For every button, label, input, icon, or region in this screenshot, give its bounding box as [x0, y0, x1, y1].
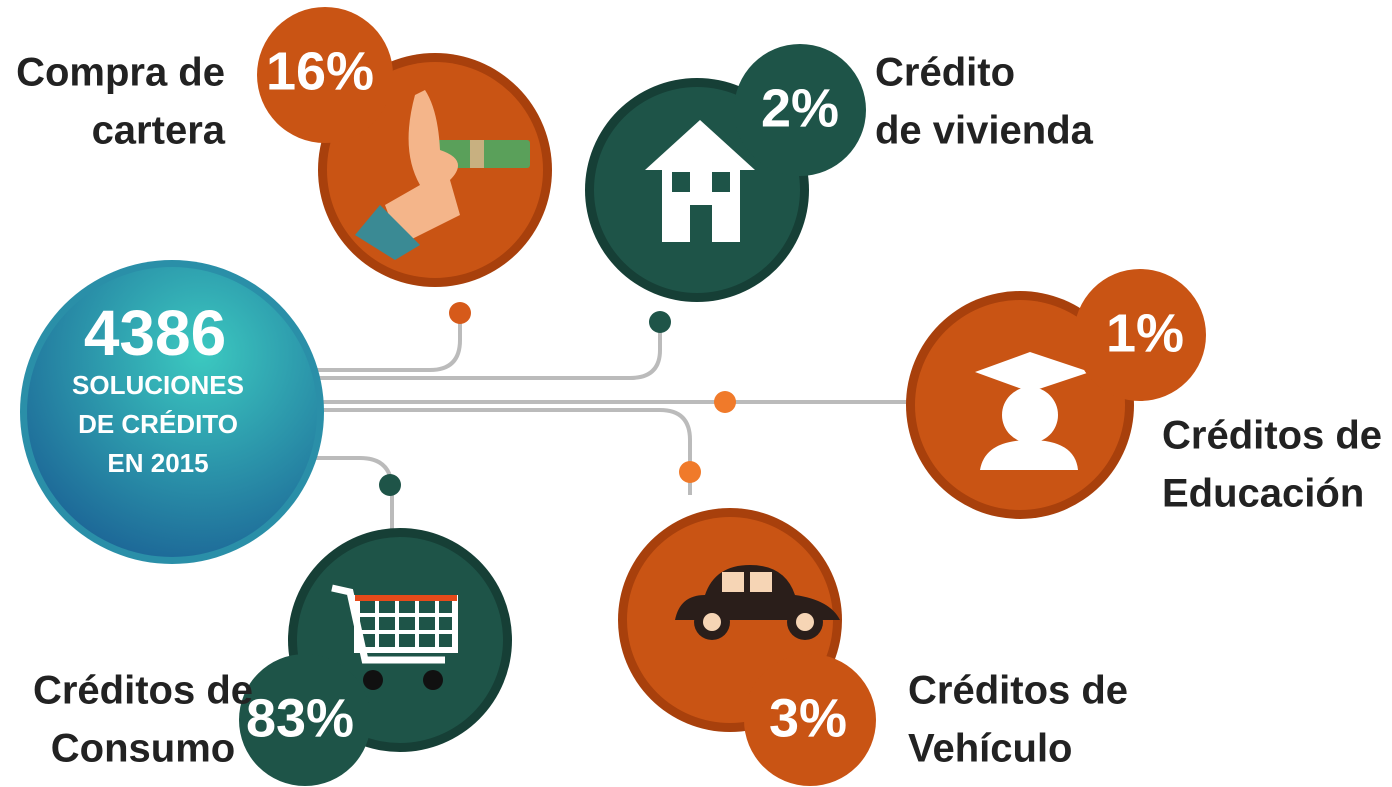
- center-line: EN 2015: [107, 448, 208, 478]
- label: Créditos de: [33, 669, 253, 713]
- connectors: [300, 302, 910, 540]
- node-educacion: 1% Créditos de Educación: [906, 269, 1382, 519]
- percent: 2%: [761, 78, 839, 138]
- label: Vehículo: [908, 727, 1073, 771]
- center-line: DE CRÉDITO: [78, 409, 238, 439]
- percent: 83%: [246, 688, 354, 748]
- center-line: SOLUCIONES: [72, 370, 244, 400]
- label: Compra de: [16, 51, 225, 95]
- label: Créditos de: [1162, 414, 1382, 458]
- center-circle: 4386 SOLUCIONES DE CRÉDITO EN 2015: [20, 260, 324, 564]
- percent: 3%: [769, 688, 847, 748]
- label: Consumo: [51, 727, 235, 771]
- label: de vivienda: [875, 109, 1094, 153]
- percent: 1%: [1106, 303, 1184, 363]
- label: Educación: [1162, 472, 1364, 516]
- node-vivienda: 2% Crédito de vivienda: [585, 44, 1094, 302]
- node-consumo: 83% Créditos de Consumo: [33, 528, 512, 786]
- node-compra: 16% Compra de cartera: [16, 7, 552, 287]
- label: Créditos de: [908, 669, 1128, 713]
- label: Crédito: [875, 51, 1015, 95]
- percent: 16%: [266, 41, 374, 101]
- label: cartera: [92, 109, 226, 153]
- node-vehiculo: 3% Créditos de Vehículo: [618, 508, 1128, 786]
- center-number: 4386: [84, 297, 226, 369]
